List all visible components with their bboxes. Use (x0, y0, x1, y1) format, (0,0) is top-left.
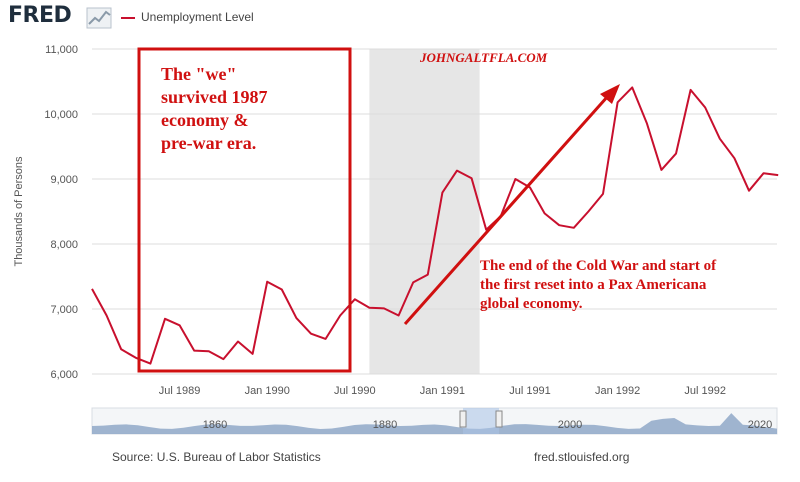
annotation-box-text: survived 1987 (161, 87, 268, 107)
annotation-box (137, 47, 352, 373)
arrow-annotation-text: the first reset into a Pax Americana (480, 277, 707, 293)
recession-shade (369, 49, 480, 374)
source-note: Source: U.S. Bureau of Labor Statistics (112, 450, 321, 464)
navigator-label: 2000 (558, 419, 582, 431)
watermark-text: JOHNGALTFLA.COM (419, 50, 548, 65)
arrow-annotation-text: The end of the Cold War and start of (480, 258, 717, 274)
x-tick-label: Jul 1989 (159, 385, 201, 397)
trend-arrow-head (600, 84, 620, 104)
x-tick-label: Jul 1991 (509, 385, 551, 397)
y-tick-label: 7,000 (50, 304, 78, 316)
arrow-annotation-text: global economy. (480, 296, 583, 312)
y-tick-label: 6,000 (50, 369, 78, 381)
source-url[interactable]: fred.stlouisfed.org (534, 450, 630, 464)
y-tick-label: 11,000 (45, 44, 78, 56)
x-tick-label: Jan 1992 (595, 385, 640, 397)
y-tick-label: 8,000 (50, 239, 78, 251)
annotation-box-text: The "we" (161, 64, 236, 84)
x-tick-label: Jul 1992 (684, 385, 726, 397)
navigator-label: 1880 (373, 419, 397, 431)
navigator-area (92, 413, 777, 434)
fred-logo[interactable]: FRED (8, 3, 72, 28)
annotation-box-text: economy & (161, 110, 248, 130)
annotation-box-text: pre-war era. (161, 133, 256, 153)
x-tick-label: Jan 1991 (420, 385, 465, 397)
y-axis-label: Thousands of Persons (13, 156, 25, 267)
navigator-handle-right[interactable] (495, 410, 503, 428)
legend-label: Unemployment Level (141, 10, 254, 24)
navigator-handle-left[interactable] (459, 410, 467, 428)
chart-header: FRED Unemployment Level (0, 0, 800, 36)
x-tick-label: Jan 1990 (245, 385, 290, 397)
trend-arrow (403, 95, 610, 325)
navigator-label: 1860 (203, 419, 227, 431)
y-tick-label: 10,000 (44, 109, 78, 121)
chart-line-icon (86, 7, 112, 29)
x-tick-label: Jul 1990 (334, 385, 376, 397)
navigator-label: 2020 (748, 419, 772, 431)
navigator-selection (463, 408, 499, 434)
y-tick-label: 9,000 (50, 174, 78, 186)
plot-area: 6,000 7,000 8,000 9,000 10,000 11,000 Jul 1989… (13, 44, 779, 435)
legend-swatch (121, 17, 135, 19)
series-line-unemployment-level (91, 86, 779, 365)
line-chart: 6,000 7,000 8,000 9,000 10,000 11,000 Jul 1989… (13, 44, 779, 435)
